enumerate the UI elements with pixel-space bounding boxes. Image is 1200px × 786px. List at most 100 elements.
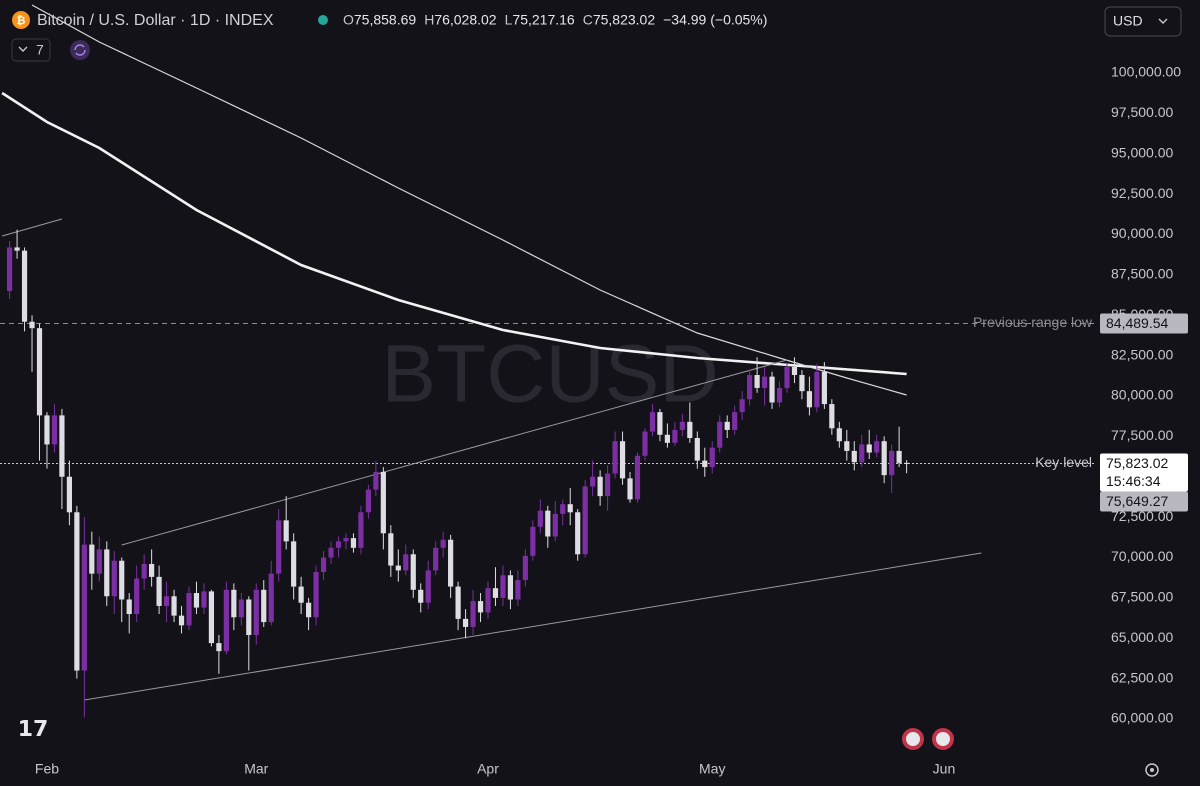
candle-body: [335, 541, 342, 548]
candle-body: [567, 504, 573, 513]
indicator-count: 7: [36, 42, 44, 58]
candle-body: [754, 375, 760, 388]
price-label: 75,649.27: [1106, 493, 1168, 509]
candle-body: [874, 441, 880, 453]
candle-body: [193, 593, 200, 608]
candle-body: [560, 504, 566, 514]
y-tick-label: 90,000.00: [1111, 225, 1173, 241]
candle-body: [829, 404, 835, 429]
candle-body: [806, 391, 813, 408]
candle-body: [14, 247, 20, 251]
candle-body: [530, 526, 536, 556]
candle-body: [904, 462, 910, 464]
candle-body: [619, 441, 626, 479]
candle-body: [470, 601, 476, 627]
candle-body: [156, 576, 162, 606]
candle-body: [163, 596, 170, 606]
candle-body: [171, 596, 177, 616]
candle-body: [134, 578, 140, 615]
currency-select[interactable]: [1104, 6, 1182, 37]
candle-body: [455, 586, 461, 619]
level-label: Key level: [1035, 454, 1092, 470]
candle-body: [702, 460, 708, 468]
candle-body: [21, 250, 28, 322]
tv-logo[interactable]: 𝟭𝟳: [18, 716, 49, 741]
candle-body: [66, 476, 72, 513]
candle-body: [634, 455, 641, 500]
candle-body: [791, 366, 798, 376]
y-tick-label: 70,000.00: [1111, 548, 1173, 564]
ohlc-key: L: [505, 12, 513, 28]
refresh-button[interactable]: [70, 40, 90, 60]
candle-body: [784, 366, 790, 388]
candle-body: [111, 560, 117, 597]
candle-body: [261, 589, 267, 623]
candle-body: [388, 533, 394, 566]
y-tick-label: 95,000.00: [1111, 144, 1173, 160]
candle-body: [44, 415, 50, 445]
candle-body: [664, 434, 670, 443]
collapse-button[interactable]: [11, 38, 51, 62]
x-tick-label: May: [699, 761, 725, 777]
moving-average: [31, 4, 907, 396]
candle-body: [732, 412, 738, 430]
candle-body: [537, 510, 543, 527]
y-tick-label: 82,500.00: [1111, 346, 1173, 362]
chevron: [18, 46, 28, 52]
candle-body: [761, 376, 768, 388]
x-tick-label: Jun: [933, 761, 956, 777]
symbol-title[interactable]: Bitcoin / U.S. Dollar · 1D · INDEX: [37, 12, 274, 29]
candle-body: [799, 375, 805, 392]
candle-body: [201, 591, 207, 608]
event-flag-inner: [906, 732, 920, 746]
candle-body: [612, 441, 618, 474]
candle-body: [836, 428, 842, 442]
x-tick-label: Apr: [477, 761, 499, 777]
ohlc-key: O: [343, 12, 354, 28]
candle-body: [515, 580, 521, 600]
candle-body: [776, 387, 783, 403]
candle-body: [814, 371, 820, 408]
plot-area: [0, 4, 1095, 718]
candle-body: [844, 441, 850, 451]
candle-body: [545, 510, 551, 537]
candle-body: [223, 589, 229, 652]
candle-body: [350, 538, 357, 548]
candle-body: [605, 473, 611, 497]
candle-body: [627, 478, 633, 500]
candle-body: [365, 489, 371, 513]
candle-body: [126, 599, 132, 615]
candle-body: [724, 421, 730, 430]
candle-body: [149, 563, 155, 577]
candle-body: [448, 539, 454, 587]
event-flag-inner: [936, 732, 950, 746]
candle-body: [358, 512, 364, 548]
candle-body: [59, 415, 65, 477]
price-label-box: [1100, 313, 1188, 334]
y-tick-label: 87,500.00: [1111, 266, 1173, 282]
candle-body: [522, 555, 528, 581]
candle-body: [552, 513, 558, 537]
trend-line: [121, 359, 788, 546]
candle-body: [216, 643, 222, 652]
ohlc-value: 76,028.02: [434, 12, 496, 28]
y-tick-label: 60,000.00: [1111, 710, 1173, 726]
candle-body: [178, 615, 185, 626]
candle-body: [7, 247, 13, 292]
candle-body: [81, 544, 87, 671]
y-tick-label: 97,500.00: [1111, 104, 1173, 120]
price-label: 75,823.02: [1106, 455, 1168, 471]
candle-body: [51, 415, 58, 445]
ohlc-legend: O 75,858.69 H 76,028.02 L 75,217.16 C 75,823.02…: [343, 12, 767, 28]
candle-body: [74, 512, 80, 671]
candle-body: [896, 450, 902, 463]
settings-button[interactable]: [1145, 763, 1159, 777]
y-tick-label: 62,500.00: [1111, 669, 1173, 685]
candle-body: [253, 589, 259, 636]
candle-body: [283, 520, 289, 542]
y-tick-label: 67,500.00: [1111, 589, 1173, 605]
candle-body: [276, 520, 282, 574]
bitcoin-icon: [12, 11, 30, 29]
ohlc-value: 75,217.16: [512, 12, 574, 28]
